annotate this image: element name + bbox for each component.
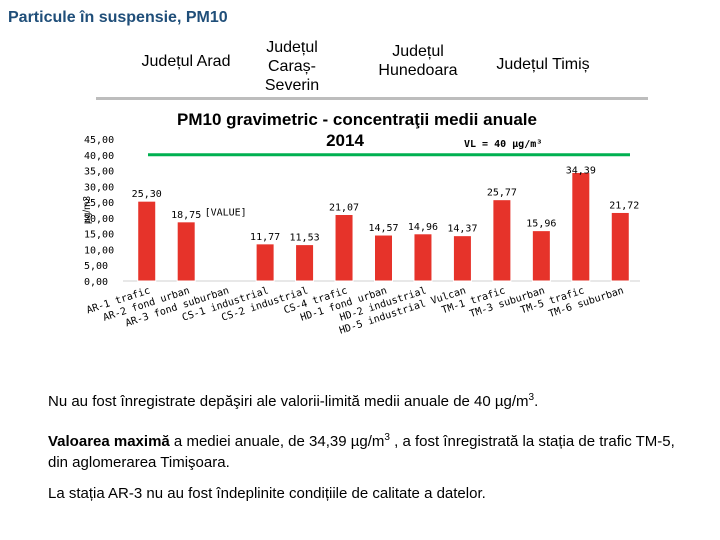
data-label-1: 18,75 (171, 210, 201, 221)
y-tick-label: 45,00 (84, 135, 114, 146)
data-label-12: 21,72 (609, 200, 639, 211)
data-label-11: 34,39 (566, 165, 596, 176)
note-no-exceedances: Nu au fost înregistrate depăşiri ale val… (48, 392, 539, 410)
county-label-arad: Județul Arad (141, 53, 231, 70)
y-tick-label: 30,00 (84, 182, 114, 193)
chart-top-rule (96, 97, 648, 100)
data-label-8: 14,37 (447, 224, 477, 235)
data-label-2: [VALUE] (205, 207, 247, 218)
bar-7 (413, 233, 433, 282)
bar-10 (531, 230, 551, 282)
y-tick-label: 35,00 (84, 167, 114, 178)
bar-5 (334, 214, 354, 282)
data-label-3: 11,77 (250, 232, 280, 243)
y-tick-label: 15,00 (84, 230, 114, 241)
bar-12 (610, 211, 630, 282)
county-label-hunedoara: Județul Hunedoara (378, 43, 458, 79)
bar-6 (374, 234, 393, 282)
data-label-7: 14,96 (408, 222, 438, 233)
bar-8 (452, 235, 472, 282)
y-tick-label: 10,00 (84, 245, 114, 256)
y-tick-label: 0,00 (84, 277, 108, 288)
bar-3 (255, 243, 275, 282)
y-tick-label: 40,00 (84, 151, 114, 162)
limit-line-label: VL = 40 µg/m³ (464, 139, 542, 150)
bar-1 (176, 221, 196, 282)
data-label-9: 25,77 (487, 188, 517, 199)
chart-title: PM10 gravimetric - concentraţii medii an… (177, 110, 537, 129)
y-tick-label: 20,00 (84, 214, 114, 225)
bar-0 (137, 200, 157, 282)
note-maximum-value: Valoarea maximă a mediei anuale, de 34,3… (48, 432, 675, 471)
data-label-0: 25,30 (132, 189, 162, 200)
county-label-timis: Județul Timiș (496, 56, 590, 73)
y-axis-label: µg/m3 (82, 196, 93, 224)
page-title: Particule în suspensie, PM10 (8, 9, 228, 26)
data-label-6: 14,57 (368, 223, 398, 234)
y-tick-label: 25,00 (84, 198, 114, 209)
data-label-10: 15,96 (526, 219, 556, 230)
data-label-4: 11,53 (290, 233, 320, 244)
bar-4 (295, 244, 315, 282)
chart-subtitle: 2014 (326, 131, 364, 150)
y-tick-label: 5,00 (84, 261, 108, 272)
bar-11 (571, 171, 591, 282)
county-label-caras-severin: Județul Caraș-Severin (264, 39, 320, 94)
bar-9 (492, 199, 512, 282)
data-label-5: 21,07 (329, 203, 359, 214)
note-ar3-quality: La stația AR-3 nu au fost îndeplinite co… (48, 485, 486, 502)
